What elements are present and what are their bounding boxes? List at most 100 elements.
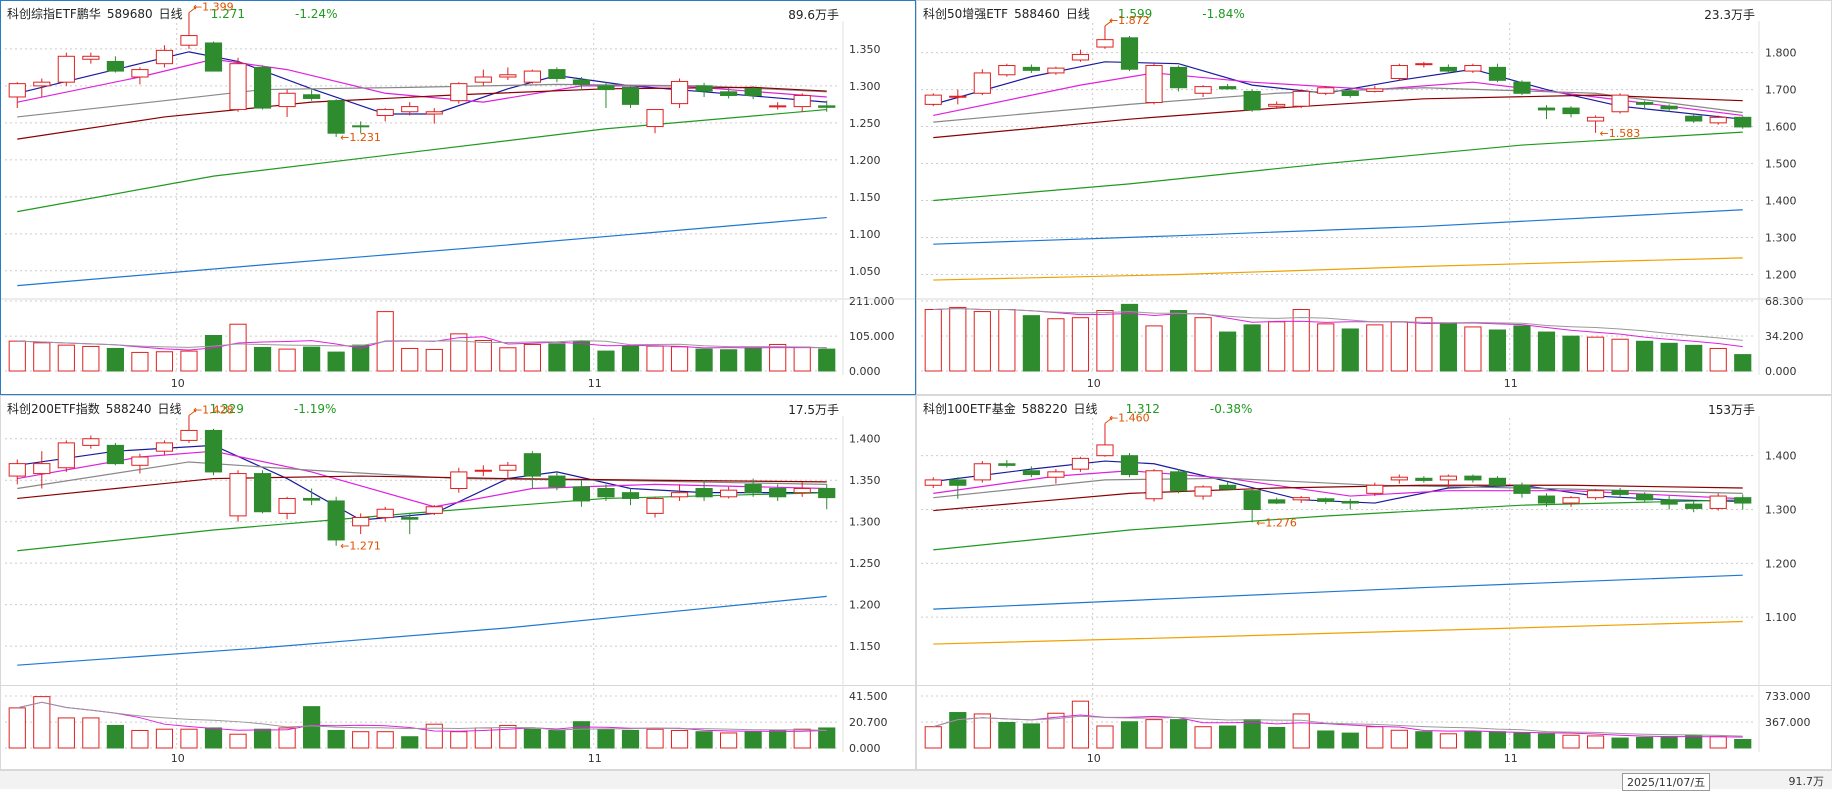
volume-bar-down xyxy=(401,736,419,749)
candle-up xyxy=(82,438,100,446)
candle-down xyxy=(327,100,345,134)
volume-bar-up xyxy=(1366,726,1384,749)
candlestick-chart: 1.800 1.700 1.600 1.500 1.400 1.300 1.200 68.30… xyxy=(917,14,1831,390)
candle-down xyxy=(744,483,762,494)
candle-up xyxy=(1415,63,1433,66)
volume-bar-up xyxy=(376,731,394,749)
volume-bar-up xyxy=(33,342,51,372)
candle-up xyxy=(1268,103,1286,107)
volume-bar-up xyxy=(352,731,370,749)
ma250-line xyxy=(933,620,1743,645)
volume-bar-down xyxy=(1268,726,1286,749)
volume-bar-up xyxy=(450,731,468,749)
candle-up xyxy=(670,80,689,105)
volume-bar-down xyxy=(352,344,370,372)
candle-up xyxy=(1611,94,1629,113)
high-marker-arrow xyxy=(1104,19,1114,27)
volume-bar-down xyxy=(253,728,272,749)
panel-header: 科创200ETF指数 588240 日线 1.329 -1.19% xyxy=(7,400,342,417)
candle-down xyxy=(1513,484,1531,494)
candle-down xyxy=(1636,102,1654,105)
volume-bar-up xyxy=(57,344,75,372)
total-volume: 17.5万手 xyxy=(788,403,839,417)
last-price: 1.312 xyxy=(1125,402,1160,416)
ma30-line xyxy=(933,484,1743,512)
volume-bar-down xyxy=(1734,738,1752,749)
candle-down xyxy=(1219,86,1237,90)
x-tick-label: 10 xyxy=(171,752,185,765)
volume-bar-up xyxy=(1439,733,1457,749)
volume-ma-line xyxy=(17,701,827,732)
ma250-line xyxy=(933,257,1743,281)
high-marker-label: ←1.872 xyxy=(1109,14,1150,27)
volume-bar-down xyxy=(106,347,124,372)
volume-bar-up xyxy=(973,713,991,749)
chart-panel-588220[interactable]: 科创100ETF基金 588220 日线 1.312 -0.38% 153万手 1.40… xyxy=(916,395,1832,770)
ma120-line xyxy=(933,574,1743,610)
candle-down xyxy=(303,497,321,501)
x-tick-label: 11 xyxy=(588,752,602,765)
security-name: 科创50增强ETF xyxy=(923,7,1009,21)
candle-up xyxy=(57,442,75,469)
candle-down xyxy=(253,473,272,513)
chart-panel-589680[interactable]: 科创综指ETF鹏华 589680 日线 1.271 -1.24% 89.6万手 1.35… xyxy=(0,0,916,395)
chart-panel-588460[interactable]: 科创50增强ETF 588460 日线 1.599 -1.84% 23.3万手 1.80… xyxy=(916,0,1832,395)
volume-bar-down xyxy=(303,346,321,372)
candle-down xyxy=(744,88,762,96)
volume-bar-down xyxy=(1341,732,1359,749)
panel-header: 科创50增强ETF 588460 日线 1.599 -1.84% xyxy=(923,5,1251,22)
volume-bar-up xyxy=(33,696,51,749)
volume-bar-down xyxy=(523,728,541,749)
candle-up xyxy=(1464,65,1482,72)
volume-bar-down xyxy=(1120,303,1139,372)
price-tick-label: 1.300 xyxy=(1765,232,1797,245)
volume-bar-up xyxy=(1292,713,1310,749)
candle-down xyxy=(572,79,591,85)
candle-up xyxy=(474,469,492,472)
chart-panel-588240[interactable]: 科创200ETF指数 588240 日线 1.329 -1.19% 17.5万手 1.4… xyxy=(0,395,916,770)
security-code: 588460 xyxy=(1014,7,1060,21)
candle-down xyxy=(1169,471,1188,492)
period-label: 日线 xyxy=(158,7,183,21)
volume-bar-up xyxy=(1071,700,1090,749)
candle-down xyxy=(548,69,566,79)
candle-down xyxy=(327,500,345,541)
candle-down xyxy=(1660,499,1678,505)
last-price: 1.329 xyxy=(209,402,244,416)
volume-bar-up xyxy=(1096,725,1114,749)
candle-down xyxy=(597,85,615,91)
candle-up xyxy=(670,492,689,498)
ma120-line xyxy=(17,595,827,666)
volume-bar-down xyxy=(818,348,836,372)
candle-down xyxy=(769,488,787,498)
candle-up xyxy=(1562,497,1580,504)
volume-bar-up xyxy=(949,306,967,372)
volume-tick-label: 68.300 xyxy=(1765,295,1804,308)
candle-up xyxy=(973,463,991,481)
price-tick-label: 1.200 xyxy=(849,154,881,167)
volume-tick-label: 34.200 xyxy=(1765,330,1804,343)
candle-up xyxy=(793,94,811,108)
volume-bar-down xyxy=(1734,354,1752,372)
candle-up xyxy=(425,111,443,115)
candle-down xyxy=(1243,90,1261,111)
candle-down xyxy=(949,479,967,486)
price-change: -0.38% xyxy=(1209,402,1253,416)
volume-bar-down xyxy=(695,731,713,749)
high-marker-arrow xyxy=(1104,416,1114,424)
volume-bar-down xyxy=(1169,310,1188,372)
volume-bar-up xyxy=(1586,336,1605,372)
candle-up xyxy=(924,94,942,105)
volume-bar-down xyxy=(253,346,272,372)
volume-bar-up xyxy=(131,351,149,372)
candle-up xyxy=(1047,67,1065,74)
volume-bar-down xyxy=(572,340,591,372)
volume-bar-down xyxy=(1562,335,1580,372)
price-tick-label: 1.300 xyxy=(849,80,881,93)
volume-bar-up xyxy=(180,350,198,372)
candle-down xyxy=(352,125,370,128)
high-marker-label: ←1.428 xyxy=(193,404,234,417)
volume-bar-down xyxy=(1415,731,1433,749)
volume-bar-up xyxy=(1071,317,1090,372)
ma30-line xyxy=(17,86,827,140)
